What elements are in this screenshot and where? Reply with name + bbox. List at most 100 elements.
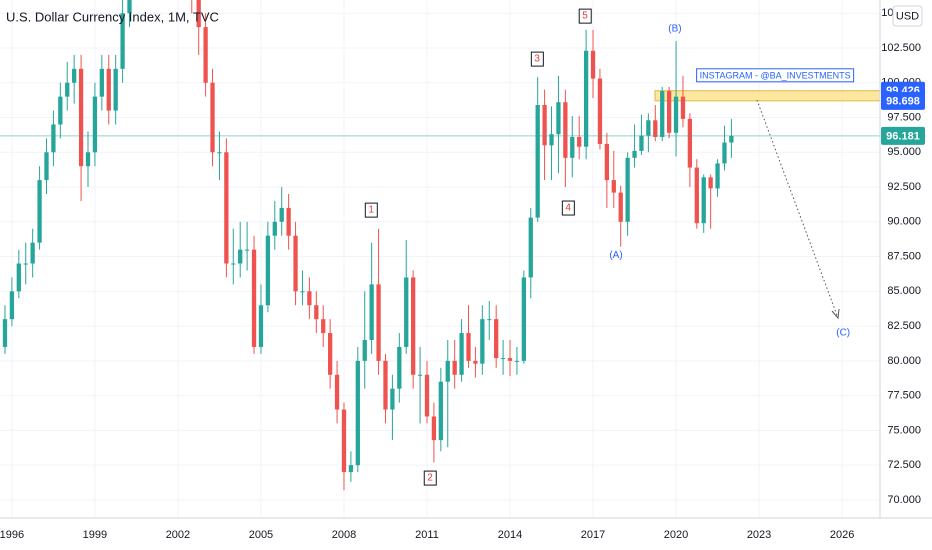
candle-body xyxy=(466,333,471,361)
candle-body xyxy=(376,284,381,361)
x-tick-label: 2017 xyxy=(581,529,605,541)
label-box xyxy=(578,8,592,24)
x-tick-label: 2008 xyxy=(332,529,356,541)
candle-body xyxy=(23,263,28,265)
candle-body xyxy=(404,277,409,347)
wave-label: (B) xyxy=(668,24,681,35)
candle-body xyxy=(542,104,547,146)
wave-label: 5 xyxy=(582,11,588,22)
candle-body xyxy=(65,82,70,97)
candle-body xyxy=(660,91,665,137)
candle-body xyxy=(417,374,423,376)
candle-body xyxy=(701,177,706,224)
y-tick-label: 72.500 xyxy=(887,459,921,471)
candle-body xyxy=(604,143,610,181)
wave-label: (A) xyxy=(609,250,622,261)
x-tick-label: 2026 xyxy=(830,529,854,541)
x-tick-label: 2002 xyxy=(166,529,190,541)
candle-body xyxy=(597,78,603,144)
candle-body xyxy=(120,13,125,69)
candle-body xyxy=(9,291,15,320)
candle-body xyxy=(618,192,623,222)
y-tick-label: 90.000 xyxy=(887,216,921,228)
wave-label: 3 xyxy=(534,54,540,65)
candle-body xyxy=(431,416,437,441)
candle-body xyxy=(459,333,464,375)
y-tick-label: 82.500 xyxy=(887,320,921,332)
x-tick-label: 2005 xyxy=(249,529,273,541)
x-tick-label: 2014 xyxy=(498,529,522,541)
candle-body xyxy=(570,136,575,158)
highlight-zone xyxy=(654,90,880,102)
candle-body xyxy=(639,135,644,151)
candle-body xyxy=(251,249,257,347)
y-tick-label: 92.500 xyxy=(887,181,921,193)
candle-body xyxy=(224,152,229,264)
label-box xyxy=(530,51,544,67)
y-tick-label: 102.500 xyxy=(881,42,921,54)
candle-body xyxy=(500,358,506,360)
candle-body xyxy=(265,235,271,306)
candle-body xyxy=(673,96,679,133)
candle-body xyxy=(321,319,326,334)
candle-body xyxy=(44,152,49,181)
candle-body xyxy=(85,152,91,167)
candle-body xyxy=(341,409,347,473)
candle-body xyxy=(556,102,561,135)
y-tick-label: 85.000 xyxy=(887,285,921,297)
price-label-box xyxy=(881,91,925,110)
candle-body xyxy=(127,0,132,14)
candle-body xyxy=(58,96,63,125)
candle-body xyxy=(715,163,720,189)
candle-body xyxy=(355,360,360,466)
candle-body xyxy=(51,124,56,153)
wave-label: 1 xyxy=(368,205,374,216)
currency-button[interactable] xyxy=(892,5,923,27)
label-box xyxy=(561,200,575,216)
candle-body xyxy=(258,305,264,347)
candle-body xyxy=(653,120,658,137)
candle-body xyxy=(445,360,450,382)
candle-body xyxy=(694,167,699,224)
candle-body xyxy=(348,465,354,473)
candle-body xyxy=(528,217,533,278)
wave-label: (C) xyxy=(836,328,850,339)
candle-body xyxy=(680,96,686,119)
label-box xyxy=(696,68,855,83)
candle-body xyxy=(722,142,727,164)
candle-body xyxy=(514,360,520,362)
overlay: 99.42698.69896.18112345(A)(B)(C)INSTAGRA… xyxy=(364,8,925,486)
candle-body xyxy=(16,263,21,292)
candle-body xyxy=(113,68,118,111)
candle-body xyxy=(549,134,554,146)
price-label: 96.181 xyxy=(886,130,920,142)
candle-body xyxy=(583,50,589,147)
plot-area xyxy=(0,0,880,491)
currency-label: USD xyxy=(896,10,919,22)
candle-body xyxy=(625,157,630,222)
candle-body xyxy=(106,68,111,111)
x-tick-label: 1999 xyxy=(83,529,107,541)
candle-body xyxy=(424,374,430,417)
candle-body xyxy=(411,277,416,375)
y-tick-label: 75.000 xyxy=(887,424,921,436)
candle-body xyxy=(244,249,250,251)
candle-body xyxy=(666,91,672,133)
x-tick-label: 2020 xyxy=(664,529,688,541)
x-tick-label: 1996 xyxy=(0,529,24,541)
candle-body xyxy=(563,102,568,158)
candle-body xyxy=(286,207,291,236)
x-tick-label: 2023 xyxy=(747,529,771,541)
x-tick-label: 2011 xyxy=(415,529,439,541)
candle-body xyxy=(632,150,637,158)
y-tick-label: 70.000 xyxy=(887,494,921,506)
candle-body xyxy=(334,374,340,410)
price-label-box xyxy=(881,126,925,145)
y-tick-label: 77.500 xyxy=(887,390,921,402)
candle-body xyxy=(99,68,104,97)
candle-body xyxy=(708,177,713,189)
candle-body xyxy=(480,319,485,364)
candle-body xyxy=(487,319,492,321)
candle-body xyxy=(729,135,734,143)
